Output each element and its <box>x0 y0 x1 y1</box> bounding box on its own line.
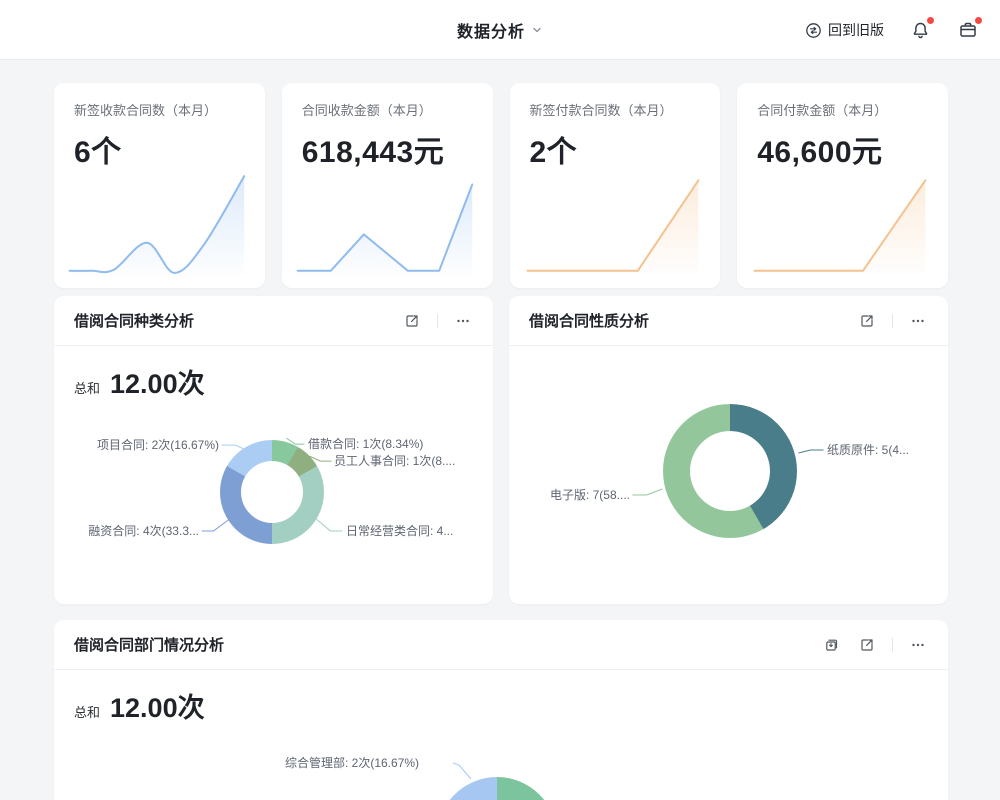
total-label: 总和 <box>74 705 101 720</box>
slice-label-daily-ops: 日常经营类合同: 4... <box>346 524 454 538</box>
donut-cards-row: 借阅合同种类分析 <box>54 296 948 604</box>
revert-icon <box>806 22 821 38</box>
total-value: 12.00次 <box>110 693 205 723</box>
expand-button[interactable] <box>402 311 422 331</box>
stat-card-new-receipt-contracts[interactable]: 新签收款合同数（本月） 6个 <box>54 83 265 288</box>
page-title: 数据分析 <box>456 24 526 41</box>
slice-label-hr: 员工人事合同: 1次(8.... <box>334 454 456 468</box>
top-header: 数据分析 回到旧版 <box>0 0 1000 60</box>
card-header: 借阅合同性质分析 <box>509 296 948 346</box>
workbench-button[interactable] <box>956 17 982 42</box>
department-row: 借阅合同部门情况分析 <box>54 620 948 800</box>
department-analysis-card: 借阅合同部门情况分析 <box>54 620 948 800</box>
stat-card-receipt-amount[interactable]: 合同收款金额（本月） 618,443元 <box>281 83 493 288</box>
slice-label-financing: 融资合同: 4次(33.3... <box>88 524 199 538</box>
total-row: 总和 12.00次 <box>54 670 948 728</box>
label-leader-lines <box>452 762 472 780</box>
download-button[interactable] <box>822 635 842 655</box>
trend-sparkline <box>749 172 933 276</box>
slice-label-general-admin: 综合管理部: 2次(16.67%) <box>285 756 420 770</box>
trend-sparkline <box>66 172 250 276</box>
notification-badge <box>927 17 934 24</box>
export-icon <box>861 314 873 327</box>
more-icon <box>912 643 924 646</box>
total-value: 12.00次 <box>110 369 205 399</box>
card-header: 借阅合同部门情况分析 <box>54 620 948 670</box>
stat-label: 新签付款合同数（本月） <box>529 103 673 118</box>
more-icon <box>457 319 469 322</box>
expand-button[interactable] <box>857 635 877 655</box>
workbench-badge <box>975 17 982 24</box>
label-leader-lines <box>201 437 343 532</box>
card-title: 借阅合同种类分析 <box>74 313 195 330</box>
bell-icon <box>913 22 927 38</box>
briefcase-icon <box>960 22 976 37</box>
slice-label-paper: 纸质原件: 5(4... <box>827 443 910 457</box>
stat-label: 合同付款金额（本月） <box>757 103 888 118</box>
stat-value: 46,600元 <box>757 136 883 169</box>
stat-card-new-payment-contracts[interactable]: 新签付款合同数（本月） 2个 <box>509 83 721 288</box>
department-pie-chart: 综合管理部: 2次(16.67%) <box>54 728 948 800</box>
page-title-dropdown[interactable]: 数据分析 <box>457 0 543 60</box>
notifications-button[interactable] <box>908 17 934 42</box>
card-title: 借阅合同性质分析 <box>529 313 650 330</box>
chevron-down-icon <box>533 27 541 33</box>
back-to-old-version-link[interactable]: 回到旧版 <box>805 20 884 40</box>
kind-donut[interactable] <box>220 440 324 544</box>
trend-sparkline <box>522 172 706 276</box>
stat-label: 新签收款合同数（本月） <box>74 103 218 118</box>
divider <box>892 313 893 328</box>
more-menu-button[interactable] <box>453 311 473 331</box>
back-link-label: 回到旧版 <box>828 22 884 38</box>
card-title: 借阅合同部门情况分析 <box>74 637 225 654</box>
stat-value: 618,443元 <box>301 136 445 169</box>
slice-label-electronic: 电子版: 7(58.... <box>549 488 630 502</box>
stat-value: 2个 <box>529 136 578 169</box>
slice-label-loan: 借款合同: 1次(8.34%) <box>308 437 424 451</box>
card-header: 借阅合同种类分析 <box>54 296 493 346</box>
export-icon <box>406 314 418 327</box>
export-icon <box>861 638 873 651</box>
stat-card-payment-amount[interactable]: 合同付款金额（本月） 46,600元 <box>737 83 948 288</box>
more-menu-button[interactable] <box>908 635 928 655</box>
nature-donut[interactable] <box>663 404 797 538</box>
header-actions: 回到旧版 <box>805 0 982 60</box>
dashboard-body: 新签收款合同数（本月） 6个 合同收款金额（本月） 618,443元 <box>0 60 1000 800</box>
total-row: 总和 12.00次 <box>54 346 493 404</box>
more-menu-button[interactable] <box>908 311 928 331</box>
contract-nature-analysis-card: 借阅合同性质分析 <box>509 296 948 604</box>
more-icon <box>912 319 924 322</box>
total-label: 总和 <box>74 381 101 396</box>
divider <box>437 313 438 328</box>
expand-button[interactable] <box>857 311 877 331</box>
label-leader-lines <box>632 449 824 496</box>
stat-value: 6个 <box>74 136 122 169</box>
stat-cards-row: 新签收款合同数（本月） 6个 合同收款金额（本月） 618,443元 <box>54 83 948 288</box>
divider <box>892 637 893 652</box>
contract-kind-analysis-card: 借阅合同种类分析 <box>54 296 493 604</box>
download-icon <box>826 639 838 651</box>
stat-label: 合同收款金额（本月） <box>301 103 432 118</box>
trend-sparkline <box>294 172 478 276</box>
kind-donut-chart: 借款合同: 1次(8.34%) 员工人事合同: 1次(8.... 日常经营类合同… <box>54 404 493 604</box>
slice-label-project: 项目合同: 2次(16.67%) <box>96 438 219 452</box>
nature-donut-chart: 纸质原件: 5(4... 电子版: 7(58.... <box>509 346 948 604</box>
